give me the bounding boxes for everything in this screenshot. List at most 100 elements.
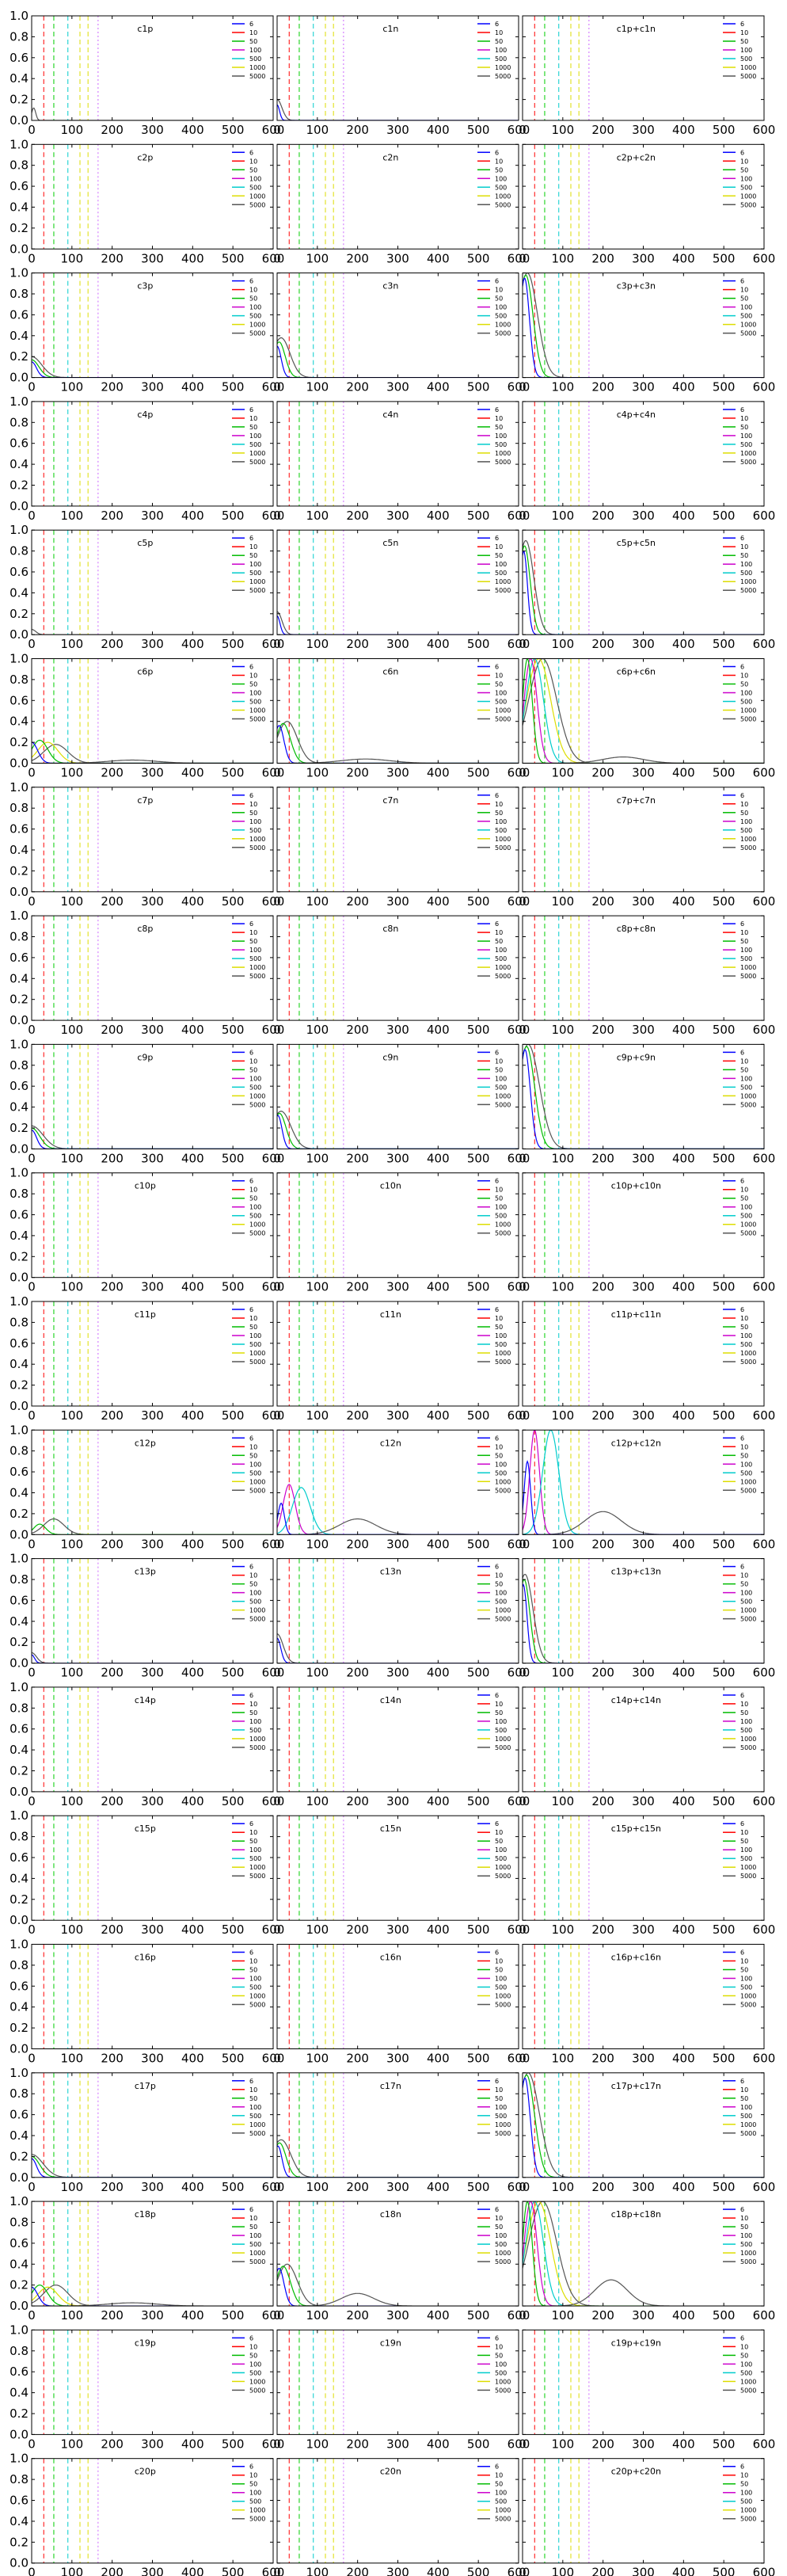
ytick-label: 0.2 (10, 863, 29, 878)
legend-label: 50 (495, 2224, 503, 2231)
ytick-label: 0.4 (10, 1871, 29, 1885)
xtick-label: 0 (28, 1151, 36, 1165)
legend-label: 10 (249, 158, 257, 165)
xtick-label: 500 (222, 1794, 245, 1808)
xtick-label: 0 (519, 1922, 527, 1937)
xtick-label: 100 (552, 894, 575, 909)
xtick-label: 0 (519, 766, 527, 780)
xtick-label: 100 (61, 1537, 84, 1551)
xtick-label: 400 (672, 1537, 695, 1551)
legend-label: 100 (249, 2490, 261, 2497)
legend-label: 10 (740, 929, 748, 936)
plot-area (523, 2458, 764, 2563)
ytick-label: 0.2 (10, 1249, 29, 1263)
plot-area (277, 1430, 519, 1535)
xtick-label: 600 (508, 766, 530, 780)
xtick-label: 300 (141, 1537, 164, 1551)
xtick-label: 300 (386, 637, 409, 651)
legend-label: 6 (495, 1178, 499, 1185)
xtick-label: 600 (753, 380, 776, 394)
xtick-label: 500 (222, 2180, 245, 2194)
legend-label: 500 (249, 441, 261, 448)
xtick-label: 300 (386, 2052, 409, 2066)
legend-label: 50 (740, 2352, 748, 2359)
xtick-label: 600 (753, 2052, 776, 2066)
legend-label: 10 (740, 1315, 748, 1322)
xtick-label: 100 (306, 1922, 329, 1937)
ytick-label: 0.0 (10, 1141, 29, 1156)
xtick-label: 400 (427, 1794, 450, 1808)
legend-label: 6 (740, 1306, 744, 1313)
xtick-label: 600 (262, 2566, 285, 2576)
plot-area (32, 144, 273, 250)
xtick-label: 400 (427, 1666, 450, 1680)
xtick-label: 400 (181, 1666, 204, 1680)
legend-label: 10 (249, 2472, 257, 2479)
legend-label: 500 (740, 441, 752, 448)
xtick-label: 0 (519, 2052, 527, 2066)
plot-area (523, 787, 764, 892)
xtick-label: 300 (141, 637, 164, 651)
legend-label: 5000 (249, 2516, 265, 2523)
ytick-label: 0.8 (10, 801, 29, 815)
ytick-label: 1.0 (10, 266, 29, 280)
plot-content (288, 1301, 344, 1406)
legend-label: 100 (495, 561, 507, 568)
xtick-label: 300 (141, 1922, 164, 1937)
ytick-label: 1.0 (10, 137, 29, 151)
ytick-label: 0.8 (10, 673, 29, 687)
xtick-label: 300 (386, 1922, 409, 1937)
legend-label: 1000 (495, 2250, 511, 2257)
ytick-label: 0.6 (10, 307, 29, 322)
xtick-label: 100 (61, 380, 84, 394)
xtick-label: 500 (222, 1666, 245, 1680)
legend-label: 100 (249, 2104, 261, 2111)
legend-label: 50 (740, 1452, 748, 1459)
legend-label: 5000 (249, 1487, 265, 1494)
legend-label: 10 (495, 2472, 503, 2479)
xtick-label: 0 (273, 2308, 281, 2323)
legend-label: 100 (740, 175, 752, 182)
xtick-label: 300 (386, 1151, 409, 1165)
legend-label: 5000 (740, 2002, 756, 2009)
xtick-label: 600 (753, 1537, 776, 1551)
legend-label: 50 (249, 38, 257, 45)
ytick-label: 0.4 (10, 1100, 29, 1115)
legend-label: 1000 (249, 322, 265, 329)
legend-label: 6 (740, 535, 744, 542)
legend-label: 50 (740, 166, 748, 173)
plot-area (523, 2072, 764, 2178)
xtick-label: 0 (28, 509, 36, 523)
plot-content (534, 787, 590, 892)
plot-area (523, 916, 764, 1021)
plot-content (32, 1558, 273, 1663)
plot-area (277, 1044, 519, 1149)
xtick-label: 400 (427, 509, 450, 523)
ytick-label: 0.2 (10, 1635, 29, 1649)
xtick-label: 600 (753, 1151, 776, 1165)
legend-label: 50 (740, 681, 748, 688)
xtick-label: 500 (222, 2566, 245, 2576)
xtick-label: 400 (427, 1023, 450, 1037)
legend-label: 1000 (495, 1864, 511, 1871)
legend-label: 500 (740, 313, 752, 320)
legend-label: 5000 (495, 2387, 511, 2394)
legend-label: 6 (249, 2334, 253, 2342)
ytick-label: 0.0 (10, 2042, 29, 2056)
ytick-label: 0.0 (10, 2170, 29, 2185)
ytick-label: 0.8 (10, 415, 29, 429)
panel-c14p: 0.00.20.40.60.81.00 100 200 300 400 500 600c14… (10, 1680, 284, 1808)
xtick-label: 400 (672, 2180, 695, 2194)
plot-area (32, 16, 273, 120)
